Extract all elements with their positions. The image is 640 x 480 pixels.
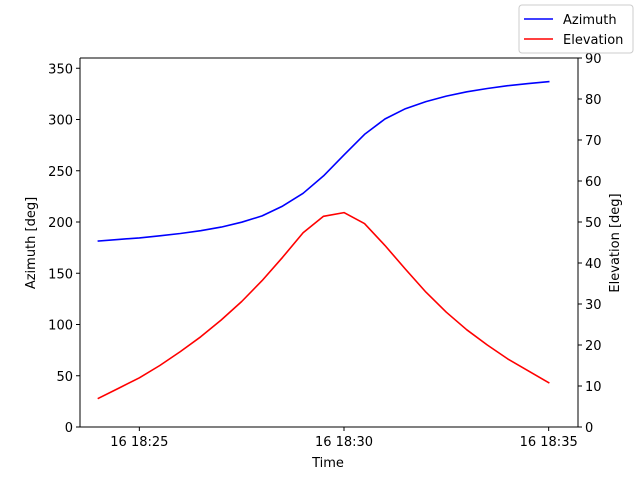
x-axis-label: Time bbox=[311, 456, 344, 471]
y-tick-label-left: 0 bbox=[65, 421, 73, 436]
legend-azimuth-label: Azimuth bbox=[563, 13, 617, 28]
x-tick-label: 16 18:35 bbox=[520, 435, 578, 450]
series-line-azimuth bbox=[97, 80, 550, 242]
y-axis-label-right: Elevation [deg] bbox=[608, 193, 623, 292]
y-tick-label-left: 300 bbox=[48, 114, 73, 129]
legend-box bbox=[518, 4, 634, 54]
y-tick-label-right: 40 bbox=[585, 257, 602, 272]
legend: Azimuth Elevation bbox=[518, 4, 634, 54]
series-layer bbox=[97, 80, 550, 400]
y-tick-label-right: 80 bbox=[585, 93, 602, 108]
y-tick-label-right: 50 bbox=[585, 216, 602, 231]
y-tick-label-right: 70 bbox=[585, 134, 602, 149]
y-tick-label-right: 30 bbox=[585, 298, 602, 313]
y-tick-label-left: 200 bbox=[48, 216, 73, 231]
y-tick-label-left: 50 bbox=[56, 370, 73, 385]
x-tick-label: 16 18:25 bbox=[110, 435, 168, 450]
y-tick-label-right: 10 bbox=[585, 380, 602, 395]
y-tick-label-left: 150 bbox=[48, 267, 73, 282]
y-tick-label-right: 60 bbox=[585, 175, 602, 190]
y-tick-label-left: 350 bbox=[48, 62, 73, 77]
y-tick-label-right: 0 bbox=[585, 421, 593, 436]
y-tick-label-right: 20 bbox=[585, 339, 602, 354]
y-axis-label-left: Azimuth [deg] bbox=[24, 197, 39, 289]
legend-elevation-label: Elevation bbox=[563, 33, 623, 48]
y-tick-label-right: 90 bbox=[585, 52, 602, 67]
y-tick-label-left: 250 bbox=[48, 165, 73, 180]
series-line-elevation bbox=[97, 211, 550, 400]
y-tick-label-left: 100 bbox=[48, 319, 73, 334]
tick-layer: 0 50 100 150 200 250 300 350 0 10 20 30 40 50 60 70 80 90… bbox=[48, 52, 601, 450]
plot-area bbox=[80, 58, 578, 427]
x-tick-label: 16 18:30 bbox=[315, 435, 373, 450]
plot-background bbox=[80, 58, 578, 427]
